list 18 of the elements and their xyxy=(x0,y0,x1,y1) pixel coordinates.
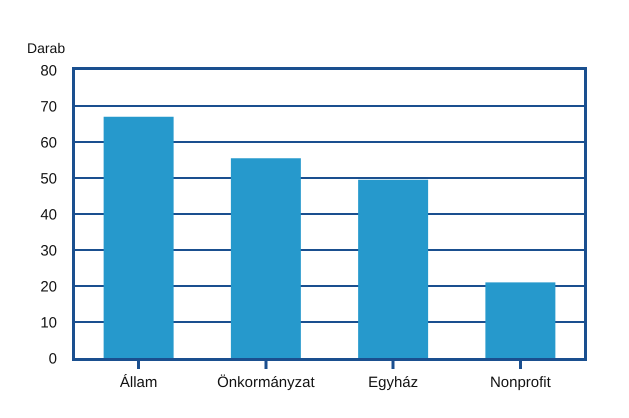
y-tick-label: 0 xyxy=(48,350,57,368)
bar xyxy=(485,282,556,358)
bar xyxy=(104,116,174,358)
x-tick-label: Egyház xyxy=(368,374,418,391)
y-tick-label: 40 xyxy=(40,206,57,224)
y-tick-label: 70 xyxy=(40,98,57,116)
y-tick-label: 20 xyxy=(40,278,57,296)
x-tick-label: Önkormányzat xyxy=(217,374,316,391)
y-tick-label: 10 xyxy=(40,314,57,332)
y-tick-label: 50 xyxy=(40,170,57,188)
y-tick-label: 80 xyxy=(40,62,57,80)
y-axis-title: Darab xyxy=(27,40,66,56)
bar xyxy=(230,158,301,358)
y-tick-label: 30 xyxy=(40,242,57,260)
x-tick-label: Nonprofit xyxy=(490,374,552,391)
bar xyxy=(358,180,428,358)
y-tick-label: 60 xyxy=(40,134,57,152)
x-tick-label: Állam xyxy=(120,373,158,391)
